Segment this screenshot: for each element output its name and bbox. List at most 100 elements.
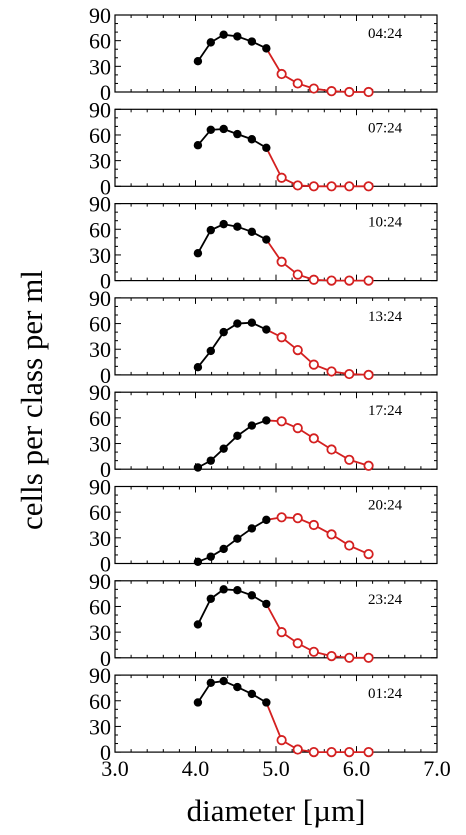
data-point-filled	[219, 124, 228, 134]
data-point-filled	[233, 222, 242, 231]
panel-time-label: 17:24	[368, 403, 403, 419]
y-tick-label: 0	[100, 80, 111, 105]
data-point-open	[363, 369, 374, 380]
y-tick-label: 60	[89, 500, 111, 525]
data-point-open	[292, 423, 303, 434]
data-point-open	[326, 746, 337, 758]
data-point-filled	[233, 32, 242, 41]
data-point-filled	[262, 44, 271, 53]
y-tick-label: 30	[89, 337, 111, 362]
data-point-filled	[247, 318, 257, 327]
data-point-filled	[206, 594, 215, 603]
y-tick-label: 90	[89, 3, 111, 28]
data-point-filled	[247, 524, 257, 533]
y-tick-label: 60	[89, 594, 111, 619]
data-point-filled	[262, 143, 271, 152]
data-point-open	[308, 519, 319, 531]
panel-time-label: 07:24	[368, 120, 403, 136]
data-point-open	[326, 529, 337, 540]
data-point-filled	[262, 698, 271, 707]
data-point-filled	[219, 444, 228, 453]
data-point-filled	[233, 682, 242, 692]
data-point-filled	[247, 591, 257, 600]
y-tick-label: 0	[100, 646, 111, 671]
data-point-filled	[247, 37, 257, 46]
data-point-filled	[206, 38, 215, 47]
y-tick-label: 90	[89, 286, 111, 311]
data-point-filled	[219, 676, 228, 686]
data-point-open	[326, 181, 337, 192]
y-tick-label: 30	[89, 620, 111, 645]
data-point-open	[363, 86, 374, 98]
y-tick-label: 0	[100, 269, 111, 294]
data-point-open	[276, 416, 287, 427]
data-point-filled	[262, 325, 271, 334]
data-point-open	[292, 513, 303, 524]
data-point-filled	[193, 249, 203, 258]
y-tick-label: 60	[89, 312, 111, 337]
series-line-filled	[197, 588, 267, 625]
data-point-filled	[206, 346, 215, 356]
data-point-open	[344, 540, 355, 551]
y-tick-label: 90	[89, 97, 111, 122]
data-point-filled	[233, 586, 242, 595]
y-axis-label: cells per class per ml	[14, 270, 49, 530]
data-point-open	[363, 652, 374, 663]
panel-time-label: 20:24	[368, 498, 403, 514]
y-tick-label: 60	[89, 217, 111, 242]
data-point-filled	[247, 135, 257, 144]
data-point-open	[308, 274, 319, 285]
y-tick-label: 0	[100, 552, 111, 577]
data-point-filled	[206, 125, 215, 135]
y-tick-label: 30	[89, 54, 111, 79]
data-point-filled	[247, 227, 257, 237]
data-point-open	[326, 86, 337, 97]
y-tick-label: 90	[89, 192, 111, 217]
data-point-filled	[262, 235, 271, 244]
x-tick-label: 6.0	[343, 756, 371, 781]
data-point-filled	[193, 698, 203, 707]
y-tick-label: 30	[89, 432, 111, 457]
data-point-open	[326, 444, 337, 455]
data-point-open	[292, 344, 303, 356]
y-tick-label: 60	[89, 123, 111, 148]
data-point-filled	[193, 57, 203, 66]
data-point-filled	[262, 416, 271, 425]
data-point-filled	[233, 534, 242, 543]
data-point-open	[276, 735, 287, 746]
data-point-open	[276, 627, 287, 638]
y-tick-label: 60	[89, 689, 111, 714]
data-point-open	[344, 368, 355, 380]
data-point-open	[308, 359, 319, 370]
data-point-filled	[247, 689, 257, 699]
data-point-open	[292, 269, 303, 280]
panel-time-label: 01:24	[368, 686, 403, 702]
data-point-filled	[262, 515, 271, 525]
data-point-filled	[233, 129, 242, 139]
y-tick-label: 30	[89, 243, 111, 268]
data-point-open	[326, 275, 337, 286]
panels-group: 030609004:24030609007:24030609010:240306…	[89, 3, 451, 781]
y-tick-label: 0	[100, 363, 111, 388]
data-point-filled	[233, 319, 242, 328]
data-point-open	[308, 746, 319, 758]
data-point-open	[363, 181, 374, 192]
data-point-open	[292, 78, 303, 89]
data-point-open	[363, 548, 374, 560]
y-tick-label: 90	[89, 569, 111, 594]
panel-time-label: 10:24	[368, 215, 403, 231]
data-point-open	[292, 638, 303, 649]
data-point-open	[344, 454, 355, 465]
data-point-filled	[193, 141, 203, 150]
y-tick-label: 30	[89, 714, 111, 739]
data-point-open	[308, 433, 319, 444]
data-point-filled	[262, 599, 271, 609]
data-point-open	[363, 746, 374, 758]
series-line-filled	[197, 33, 267, 62]
data-point-open	[344, 652, 355, 663]
